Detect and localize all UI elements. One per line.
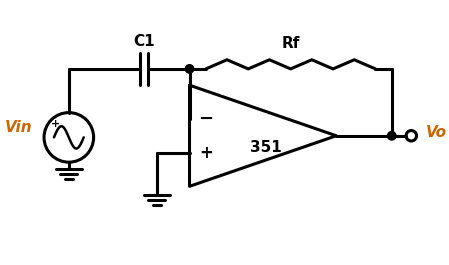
Text: Rf: Rf — [282, 36, 300, 51]
Circle shape — [185, 65, 194, 73]
Circle shape — [387, 131, 396, 140]
Text: 351: 351 — [250, 140, 282, 155]
Text: +: + — [51, 119, 60, 129]
Text: −: − — [198, 110, 213, 128]
Text: +: + — [199, 144, 213, 162]
Text: Vo: Vo — [426, 125, 447, 140]
Text: Vin: Vin — [4, 120, 32, 135]
Text: C1: C1 — [133, 34, 154, 49]
